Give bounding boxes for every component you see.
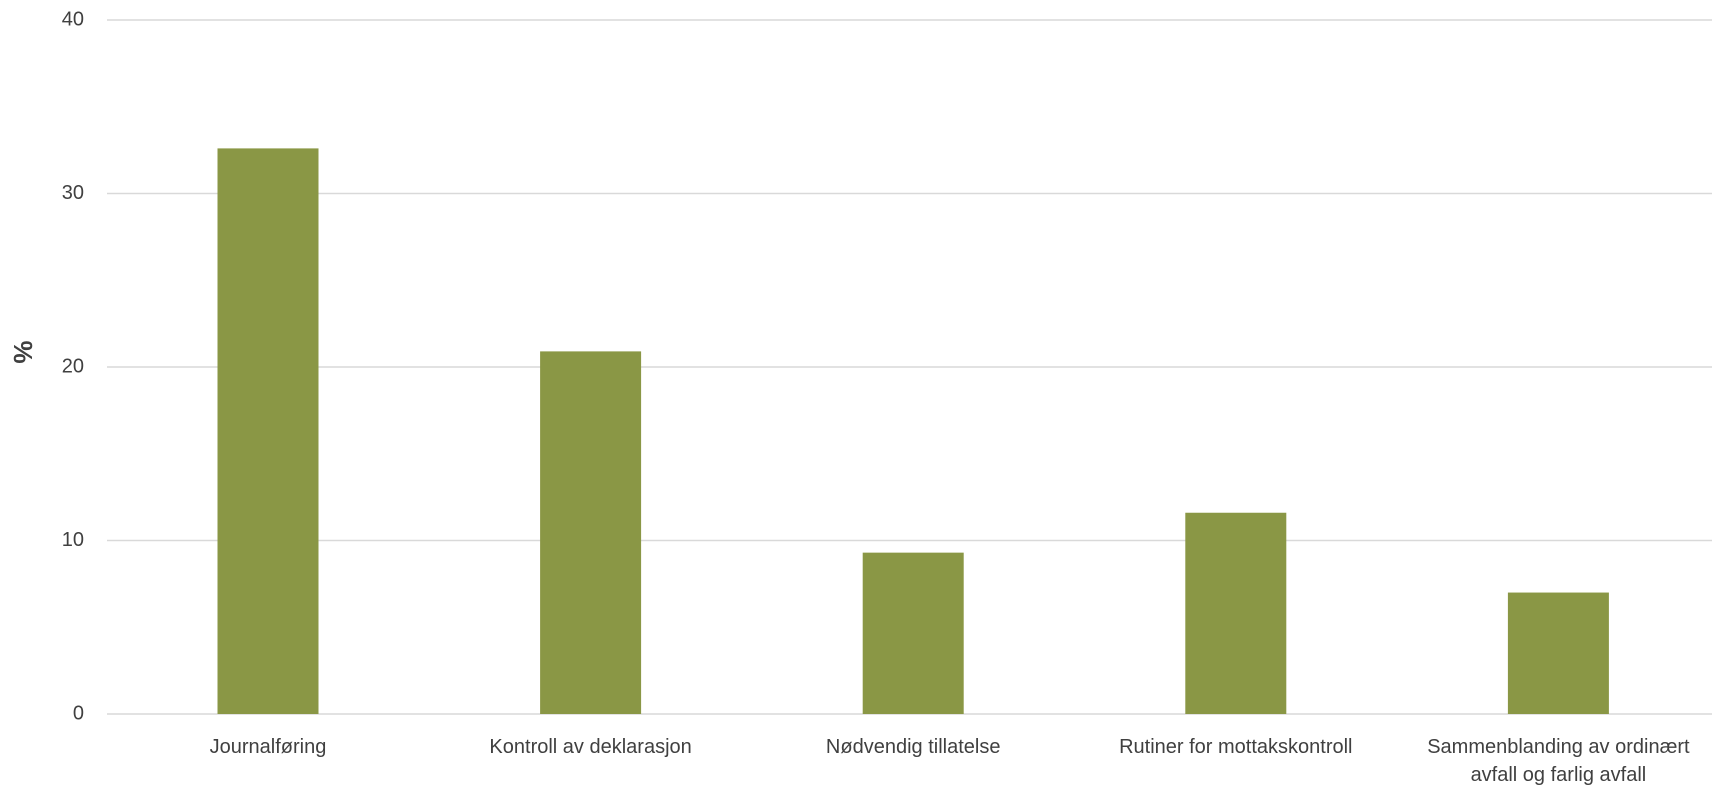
x-tick-label: Kontroll av deklarasjon (489, 736, 691, 758)
y-tick-label: 40 (62, 8, 84, 30)
y-tick-label: 10 (62, 529, 84, 551)
y-tick-label: 0 (73, 702, 84, 724)
bar (540, 351, 642, 714)
x-axis-labels: Journalføring Kontroll av deklarasjon Nødv… (210, 736, 1690, 786)
bar (1507, 592, 1609, 714)
x-tick-label: Nødvendig tillatelse (826, 736, 1001, 758)
y-axis-title: % (8, 340, 38, 363)
y-tick-label: 30 (62, 182, 84, 204)
gridlines (107, 19, 1712, 715)
y-tick-label: 20 (62, 355, 84, 377)
bars (217, 148, 1609, 714)
bar (1185, 512, 1287, 714)
bar (862, 552, 964, 714)
x-tick-label: Sammenblanding av ordinært avfall og farl… (1427, 736, 1690, 786)
x-tick-label: Journalføring (210, 736, 327, 758)
x-tick-label: Rutiner for mottakskontroll (1119, 736, 1352, 758)
y-axis-ticks: 0 10 20 30 40 (62, 8, 84, 724)
bar (217, 148, 319, 714)
